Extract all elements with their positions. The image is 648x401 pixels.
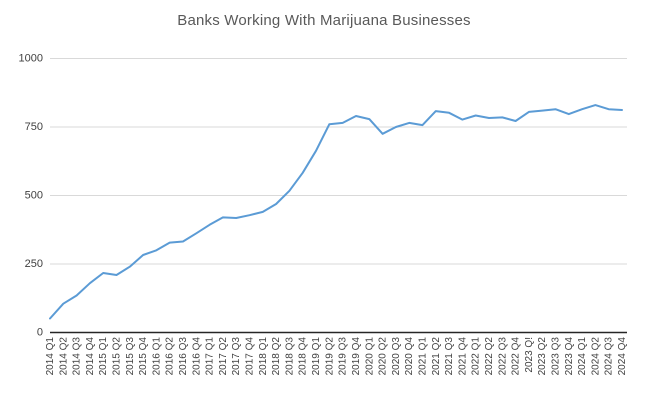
x-tick-label: 2020 Q3	[391, 337, 402, 376]
x-tick-label: 2015 Q1	[98, 337, 109, 376]
x-tick-label: 2024 Q4	[617, 337, 628, 376]
x-tick-label: 2023 Q2	[537, 337, 548, 376]
x-tick-label: 2018 Q1	[258, 337, 269, 376]
y-tick-label: 250	[25, 258, 43, 270]
x-tick-label: 2017 Q2	[218, 337, 229, 376]
x-tick-label: 2015 Q3	[125, 337, 136, 376]
x-tick-label: 2016 Q2	[165, 337, 176, 376]
x-tick-label: 2019 Q1	[311, 337, 322, 376]
x-tick-label: 2018 Q3	[284, 337, 295, 376]
x-tick-label: 2024 Q3	[604, 337, 615, 376]
x-tick-label: 2021 Q1	[418, 337, 429, 376]
x-tick-label: 2023 Q!	[524, 337, 535, 373]
x-tick-label: 2021 Q2	[431, 337, 442, 376]
x-tick-label: 2014 Q4	[85, 337, 96, 376]
x-tick-label: 2016 Q4	[191, 337, 202, 376]
x-tick-label: 2020 Q1	[364, 337, 375, 376]
x-tick-label: 2018 Q2	[271, 337, 282, 376]
chart-title: Banks Working With Marijuana Businesses	[177, 12, 471, 29]
x-tick-label: 2019 Q3	[338, 337, 349, 376]
x-tick-label: 2022 Q4	[511, 337, 522, 376]
x-tick-label: 2022 Q2	[484, 337, 495, 376]
x-tick-label: 2017 Q4	[245, 337, 256, 376]
x-tick-label: 2020 Q2	[378, 337, 389, 376]
x-tick-label: 2014 Q1	[45, 337, 56, 376]
x-tick-label: 2024 Q1	[577, 337, 588, 376]
data-line-series	[49, 104, 623, 320]
x-tick-label: 2017 Q1	[205, 337, 216, 376]
y-tick-label: 750	[25, 121, 43, 133]
x-tick-label: 2015 Q2	[112, 337, 123, 376]
y-tick-label: 0	[37, 326, 43, 338]
x-tick-label: 2018 Q4	[298, 337, 309, 376]
x-tick-label: 2019 Q4	[351, 337, 362, 376]
x-tick-label: 2022 Q1	[471, 337, 482, 376]
x-tick-label: 2017 Q3	[231, 337, 242, 376]
x-tick-label: 2016 Q3	[178, 337, 189, 376]
x-tick-label: 2023 Q4	[564, 337, 575, 376]
x-tick-label: 2014 Q2	[58, 337, 69, 376]
y-tick-label: 1000	[19, 52, 43, 64]
x-tick-label: 2021 Q3	[444, 337, 455, 376]
x-tick-label: 2019 Q2	[324, 337, 335, 376]
x-tick-label: 2023 Q3	[551, 337, 562, 376]
x-tick-label: 2016 Q1	[151, 337, 162, 376]
y-tick-label: 500	[25, 189, 43, 201]
x-tick-label: 2014 Q3	[72, 337, 83, 376]
x-tick-label: 2020 Q4	[404, 337, 415, 376]
x-tick-label: 2024 Q2	[590, 337, 601, 376]
x-tick-label: 2022 Q3	[497, 337, 508, 376]
x-tick-label: 2021 Q4	[457, 337, 468, 376]
x-tick-label: 2015 Q4	[138, 337, 149, 376]
